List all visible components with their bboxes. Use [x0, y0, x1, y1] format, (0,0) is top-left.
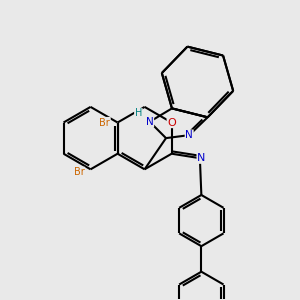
Text: O: O	[167, 118, 176, 128]
Text: N: N	[146, 117, 154, 127]
Text: N: N	[197, 153, 206, 163]
Text: Br: Br	[74, 167, 85, 177]
Text: Br: Br	[99, 118, 110, 128]
Text: N: N	[185, 130, 193, 140]
Text: H: H	[135, 108, 142, 118]
